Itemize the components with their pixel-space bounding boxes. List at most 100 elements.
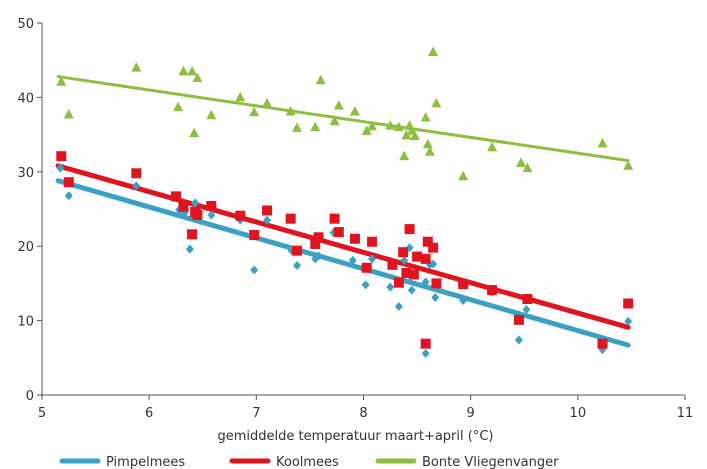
data-point [421, 277, 430, 287]
data-point [393, 121, 404, 132]
data-point [514, 335, 523, 345]
data-point [400, 255, 409, 265]
data-point [367, 120, 378, 131]
data-point [361, 125, 372, 135]
data-point [422, 236, 433, 247]
data-point [361, 262, 372, 273]
data-point [249, 230, 260, 241]
data-point [399, 150, 410, 161]
data-point [132, 181, 141, 191]
x-tick-label: 7 [252, 406, 260, 421]
data-point [56, 76, 67, 86]
data-point [516, 157, 527, 167]
data-point [386, 282, 395, 292]
y-tick-label: 40 [17, 91, 34, 106]
data-point [407, 285, 416, 295]
data-point [235, 91, 246, 102]
data-point [285, 106, 296, 116]
trendline [55, 163, 631, 330]
data-point [431, 278, 442, 289]
legend-label: Pimpelmees [106, 455, 185, 469]
data-point [170, 191, 181, 202]
data-point [368, 254, 377, 264]
y-tick-label: 20 [17, 240, 34, 255]
data-point [361, 280, 370, 290]
data-point [597, 338, 608, 349]
data-point [313, 232, 324, 243]
data-point [285, 213, 296, 224]
data-point [207, 210, 216, 220]
data-point [623, 160, 634, 170]
legend: Pimpelmees Koolmees Bonte Vliegenvanger [59, 455, 559, 469]
data-point [293, 261, 302, 271]
data-point [387, 259, 398, 270]
data-point [206, 109, 217, 120]
data-point [314, 251, 323, 261]
trendlines [55, 75, 631, 348]
x-tick-label: 5 [38, 406, 46, 421]
data-points [56, 46, 634, 358]
data-point [459, 296, 468, 306]
data-point [409, 130, 420, 141]
data-point [333, 227, 344, 238]
data-point [398, 247, 409, 258]
data-point [56, 151, 67, 162]
data-point [185, 244, 194, 254]
data-point [187, 65, 198, 76]
data-point [401, 129, 412, 140]
data-point [56, 163, 65, 173]
data-point [431, 97, 442, 108]
trendline [55, 178, 631, 348]
data-point [597, 138, 608, 148]
data-point [422, 138, 433, 149]
x-axis-label: gemiddelde temperatuur maart+april (°C) [218, 429, 494, 444]
data-point [64, 191, 73, 201]
trendline [56, 75, 630, 163]
y-tick-label: 30 [17, 166, 34, 181]
y-tick-label: 50 [17, 17, 34, 32]
data-point [385, 120, 396, 130]
data-point [63, 109, 74, 119]
legend-label: Koolmees [276, 455, 339, 469]
data-point [189, 127, 200, 138]
data-point [367, 236, 378, 247]
data-point [487, 141, 498, 152]
data-point [250, 265, 259, 275]
data-point [329, 213, 340, 224]
data-point [178, 65, 189, 76]
data-point [262, 97, 273, 108]
data-point [178, 201, 189, 212]
data-point [522, 304, 531, 314]
data-point [420, 111, 431, 122]
data-point [333, 100, 344, 110]
data-point [349, 233, 360, 244]
data-point [522, 162, 533, 173]
data-point [187, 229, 198, 240]
data-point [131, 62, 142, 72]
data-point [315, 74, 326, 85]
data-point [513, 314, 524, 325]
data-point [262, 205, 273, 216]
data-point [428, 242, 439, 253]
data-point [192, 72, 203, 83]
data-point [401, 267, 412, 278]
data-point [408, 269, 419, 280]
data-point [310, 238, 321, 249]
data-point [191, 198, 200, 208]
data-point [263, 215, 272, 225]
x-tick-label: 9 [467, 406, 475, 421]
data-point [292, 245, 303, 256]
axes: 0 10 20 30 40 50 5 6 7 8 9 10 11 [17, 17, 693, 421]
data-point [329, 115, 340, 126]
data-point [623, 298, 634, 309]
data-point [63, 177, 74, 188]
data-point [131, 168, 142, 179]
legend-label: Bonte Vliegenvanger [422, 455, 559, 469]
x-tick-label: 11 [677, 406, 694, 421]
data-point [458, 279, 469, 290]
data-point [173, 101, 184, 112]
data-point [348, 255, 357, 265]
data-point [404, 224, 415, 235]
x-tick-label: 8 [359, 406, 367, 421]
data-point [458, 170, 469, 181]
